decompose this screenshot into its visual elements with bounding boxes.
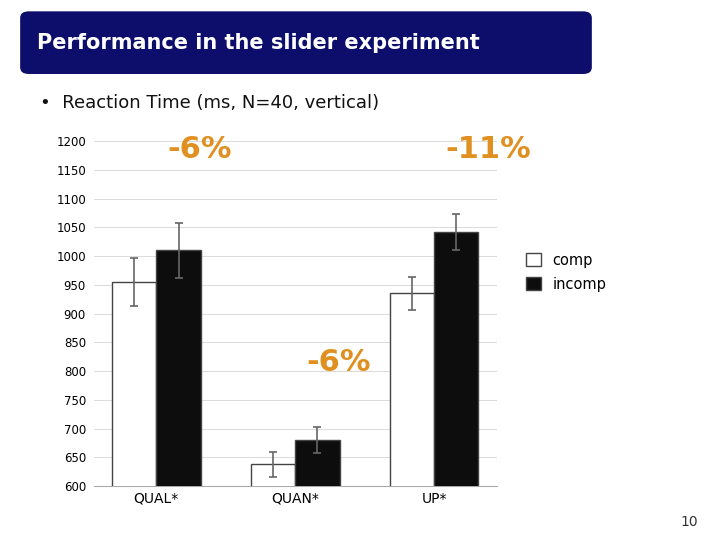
Text: -11%: -11% xyxy=(445,135,531,164)
Text: -6%: -6% xyxy=(306,348,371,377)
Legend: comp, incomp: comp, incomp xyxy=(521,247,612,298)
Text: -6%: -6% xyxy=(168,135,232,164)
Bar xyxy=(295,440,340,540)
Text: •  Reaction Time (ms, N=40, vertical): • Reaction Time (ms, N=40, vertical) xyxy=(40,93,379,112)
Bar xyxy=(390,293,434,540)
Text: 10: 10 xyxy=(681,515,698,529)
Bar xyxy=(156,251,201,540)
Bar xyxy=(251,464,295,540)
Bar xyxy=(112,282,156,540)
Bar xyxy=(434,232,479,540)
Text: Performance in the slider experiment: Performance in the slider experiment xyxy=(37,32,480,53)
